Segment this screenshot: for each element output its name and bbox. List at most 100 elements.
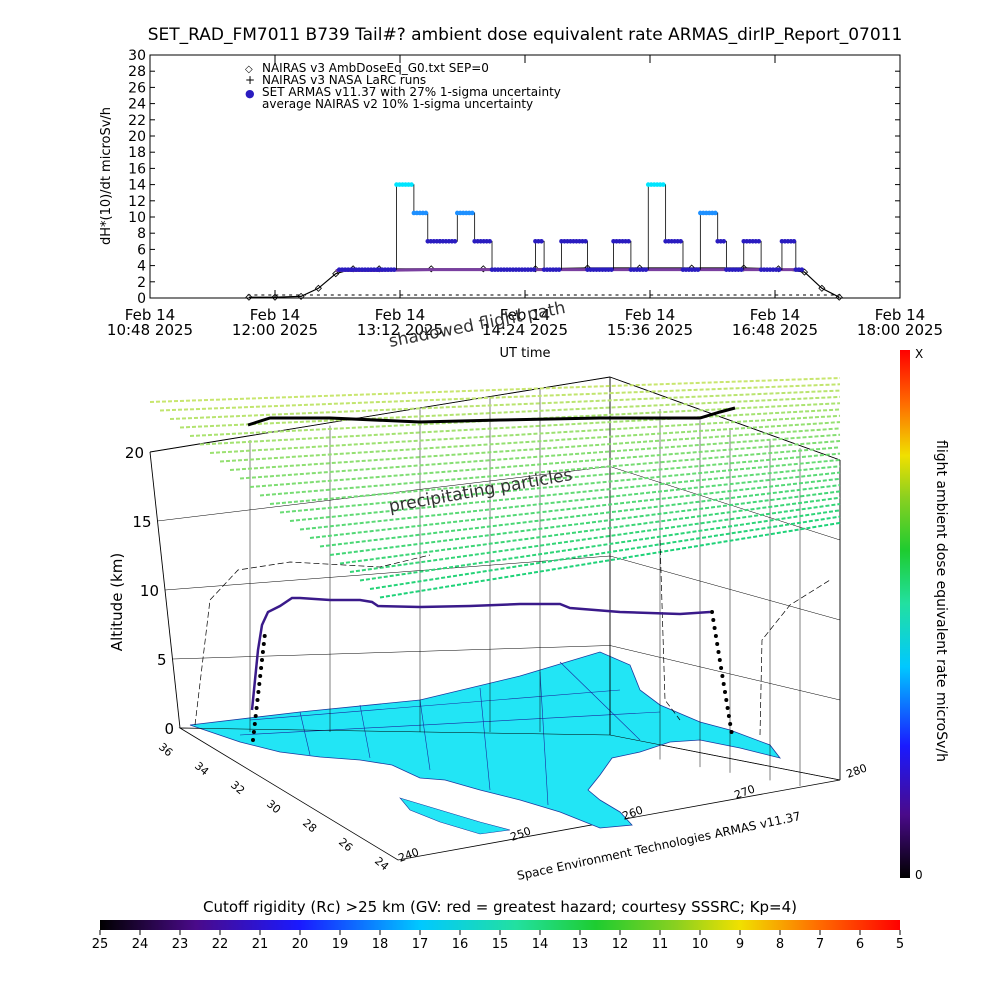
credit-label: Space Environment Technologies ARMAS v11… (516, 809, 802, 883)
armas-point (452, 239, 458, 244)
armas-point (739, 267, 744, 272)
bottom-colorbar-ticks: 25 24 23 22 21 20 19 18 17 16 15 14 13 12 11 10 9 8 7 6 5 (92, 930, 904, 952)
bottom-colorbar-gradient (100, 920, 900, 930)
y-tick-label: 12 (128, 194, 146, 210)
longitude-tick-label: 280 (845, 761, 869, 780)
flight-ascent-point (258, 674, 263, 678)
shadow-plane-line (249, 440, 841, 488)
flight-path (250, 596, 734, 742)
armas-point (695, 267, 701, 272)
x-tick-date: Feb 14 (625, 306, 675, 324)
wall-grid-line (179, 727, 841, 781)
longitude-tick-label: 260 (621, 803, 645, 822)
shadow-plane-line (259, 446, 841, 497)
altitude-tick-label: 20 (125, 444, 144, 462)
bottom-colorbar-tick-label: 20 (292, 937, 309, 952)
shadow-plane (149, 377, 841, 599)
shadowed-flight-path-line (247, 406, 736, 427)
bottom-colorbar-tick-label: 15 (492, 937, 509, 952)
bottom-colorbar-tick-label: 14 (532, 937, 549, 952)
longitude-tick-label: 240 (397, 845, 421, 864)
y-tick-label: 30 (128, 48, 146, 64)
flight-descent-point (726, 714, 731, 718)
nairas-v3-point (271, 293, 279, 301)
bottom-colorbar-tick-label: 17 (412, 937, 429, 952)
y-tick-label: 14 (128, 178, 146, 194)
bottom-colorbar-tick-label: 19 (332, 937, 349, 952)
wall-grid-line (149, 376, 841, 461)
shadow-plane-line (169, 389, 841, 420)
armas-point (643, 267, 649, 272)
armas-point (487, 239, 492, 244)
x-tick-time: 16:48 2025 (732, 321, 818, 339)
flight-descent-point (716, 650, 721, 654)
shadow-plane-line (219, 421, 841, 463)
flight-descent-point (719, 666, 724, 670)
flight-ascent-point (256, 690, 261, 694)
shadow-plane-line (209, 414, 841, 454)
shadow-plane-line (269, 452, 841, 505)
armas-point (409, 182, 414, 187)
shadow-plane-line (329, 490, 841, 556)
flight-ascent-point (260, 658, 264, 662)
y-tick-label: 24 (128, 97, 146, 113)
altitude-axis-ticks: 0 5 10 15 20 (125, 444, 174, 738)
y-axis-label: dH*(10)/dt microSv/h (99, 107, 114, 245)
y-tick-label: 20 (128, 129, 146, 145)
shadow-plane-line (149, 377, 841, 403)
flight-descent-point (723, 690, 727, 694)
x-tick-time: 10:48 2025 (107, 321, 193, 339)
flight-descent-point (715, 642, 720, 646)
flight-descent-point (713, 634, 718, 638)
bottom-colorbar-tick-label: 12 (612, 937, 629, 952)
bottom-colorbar: Cutoff rigidity (Rc) >25 km (GV: red = g… (92, 898, 904, 952)
y-tick-label: 6 (137, 242, 146, 258)
right-colorbar: X 0 flight ambient dose equivalent rate … (900, 347, 949, 882)
right-colorbar-bottom-label: 0 (915, 868, 923, 882)
shadow-plane-line (299, 471, 841, 531)
armas-point (583, 239, 588, 244)
armas-point (713, 210, 718, 216)
flight-descent-point (717, 658, 722, 662)
projection-lines (194, 539, 831, 736)
armas-point (391, 267, 397, 272)
shadow-plane-line (369, 515, 841, 590)
y-tick-label: 16 (128, 161, 146, 177)
flight-path-line (250, 596, 711, 711)
armas-point (626, 239, 631, 244)
nairas-v3-point (297, 292, 305, 300)
bottom-colorbar-tick-label: 25 (92, 937, 109, 952)
y-tick-label: 8 (137, 226, 146, 242)
legend-marker-plus: + (245, 73, 255, 87)
x-tick-date: Feb 14 (250, 306, 300, 324)
y-tick-label: 4 (137, 259, 146, 275)
bottom-colorbar-tick-label: 6 (856, 937, 864, 952)
latitude-ticks: 36 34 32 30 28 26 24 (156, 740, 391, 873)
bottom-colorbar-title: Cutoff rigidity (Rc) >25 km (GV: red = g… (203, 898, 797, 916)
longitude-tick-label: 250 (509, 824, 533, 843)
flight-ascent-point (252, 722, 257, 726)
bottom-colorbar-tick-label: 18 (372, 937, 389, 952)
latitude-tick-label: 36 (156, 740, 175, 759)
map-land-south (399, 797, 511, 835)
flight-ascent-point (253, 714, 258, 718)
flight-descent-point (712, 626, 717, 630)
bottom-colorbar-tick-label: 8 (776, 937, 784, 952)
x-tick-time: 15:36 2025 (607, 321, 693, 339)
nairas-v3-point (818, 284, 826, 292)
latitude-tick-label: 26 (336, 835, 355, 854)
series-group (245, 182, 843, 301)
bottom-colorbar-tick-label: 13 (572, 937, 589, 952)
altitude-axis-label: Altitude (km) (108, 553, 126, 651)
armas-point (799, 267, 805, 272)
latitude-tick-label: 34 (192, 759, 211, 778)
legend-label-nairas-v3-g0: NAIRAS v3 AmbDoseEq_G0.txt SEP=0 (262, 61, 489, 75)
flight-ascent-point (254, 706, 259, 710)
armas-point (609, 267, 614, 272)
flight-descent-point (728, 722, 733, 726)
shadow-plane-line (159, 383, 841, 412)
bottom-colorbar-tick-label: 10 (692, 937, 709, 952)
series-line-armas (339, 184, 797, 271)
